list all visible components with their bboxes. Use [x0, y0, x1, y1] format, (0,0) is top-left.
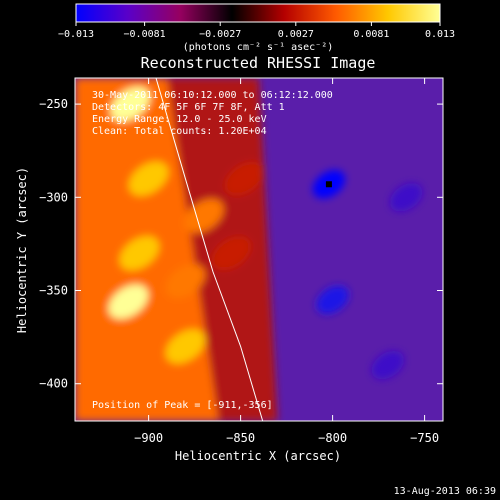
annotation-clean-counts: Clean: Total counts: 1.20E+04: [92, 126, 267, 137]
hotspot: [224, 161, 265, 196]
plot-frame: [74, 77, 444, 422]
annotation-time-range: 30-May-2011 06:10:12.000 to 06:12:12.000: [92, 90, 333, 101]
x-tick-label: −900: [134, 431, 163, 445]
y-tick-label: −250: [39, 97, 68, 111]
footer-timestamp: 13-Aug-2013 06:39: [394, 486, 496, 497]
annotations: 30-May-2011 06:10:12.000 to 06:12:12.000…: [92, 90, 333, 411]
colorbar-tick-label: −0.0081: [124, 29, 166, 40]
hotspot: [128, 161, 169, 196]
annotation-detectors: Detectors: 4F 5F 6F 7F 8F, Att 1: [92, 102, 285, 113]
colorbar-tick-label: 0.0081: [353, 29, 389, 40]
x-axis-ticks: −900 −850 −800 −750: [134, 78, 439, 445]
hotspot: [165, 264, 206, 299]
annotation-peak-position: Position of Peak = [-911,-356]: [92, 400, 273, 411]
hotspot: [119, 236, 160, 271]
coldspot: [389, 183, 423, 212]
colorbar-tick-label: −0.013: [58, 29, 94, 40]
x-tick-label: −750: [410, 431, 439, 445]
chart-title: Reconstructed RHESSI Image: [141, 54, 376, 72]
coldspot: [371, 350, 405, 380]
hotspot: [110, 87, 150, 122]
annotation-energy-range: Energy Range: 12.0 - 25.0 keV: [92, 114, 267, 125]
colorbar-tick-label: 0.013: [425, 29, 455, 40]
solar-limb-curve: [155, 78, 264, 421]
x-tick-label: −850: [226, 431, 255, 445]
hotspot: [211, 236, 252, 271]
hotspot: [165, 329, 206, 364]
colorbar-tick-label: −0.0027: [199, 29, 241, 40]
colorbar-unit-label: (photons cm⁻² s⁻¹ asec⁻²): [183, 42, 334, 53]
colorbar-ticks: −0.013 −0.0081 −0.0027 0.0027 0.0081 0.013: [58, 22, 455, 40]
x-tick-label: −800: [318, 431, 347, 445]
colorbar-tick-label: 0.0027: [278, 29, 314, 40]
hotspot: [108, 284, 149, 319]
y-tick-label: −400: [39, 377, 68, 391]
y-axis-label: Heliocentric Y (arcsec): [15, 167, 29, 333]
y-tick-label: −300: [39, 190, 68, 204]
intensity-map: [75, 78, 423, 421]
y-axis-ticks: −250 −300 −350 −400: [39, 97, 443, 391]
colorbar: −0.013 −0.0081 −0.0027 0.0027 0.0081 0.013 (p…: [58, 3, 455, 53]
coldspot: [316, 285, 349, 315]
image-area: [75, 78, 443, 421]
x-axis-label: Heliocentric X (arcsec): [175, 449, 341, 463]
y-tick-label: −350: [39, 284, 68, 298]
colorbar-strip: [75, 3, 441, 23]
min-marker: [325, 181, 332, 188]
peak-marker: [325, 181, 332, 188]
